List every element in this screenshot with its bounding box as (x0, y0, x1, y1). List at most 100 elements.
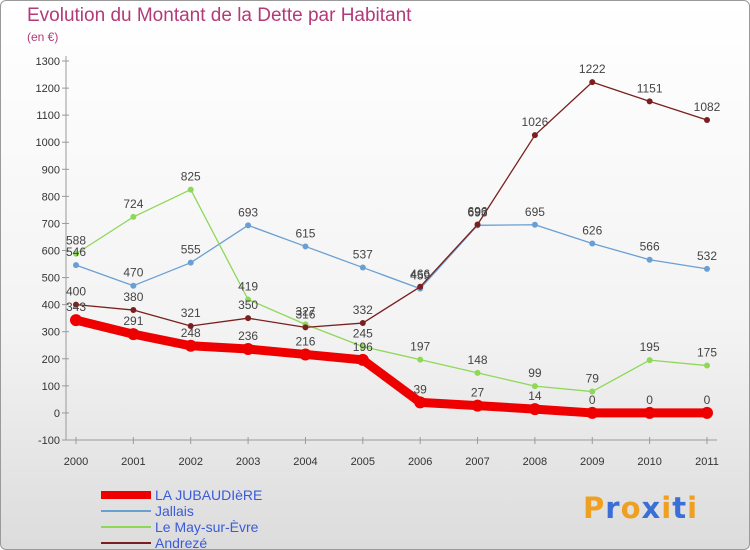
x-tick-label: 2007 (465, 456, 489, 468)
data-label: 197 (410, 340, 430, 354)
legend-item: Le May-sur-Èvre (101, 519, 361, 535)
data-point (130, 282, 137, 289)
x-tick-label: 2009 (580, 456, 604, 468)
proxiti-logo: Proxiti (583, 491, 698, 525)
data-label: 693 (238, 205, 258, 219)
data-point (474, 221, 481, 228)
legend-label: Andrezé (155, 535, 208, 550)
data-point (187, 323, 194, 330)
y-tick-label: 100 (42, 381, 60, 393)
logo-letter: P (583, 491, 606, 525)
data-point (704, 117, 710, 124)
chart-unit-label: (en €) (27, 30, 59, 44)
data-point (127, 328, 140, 341)
data-label: 466 (410, 267, 430, 281)
data-label: 566 (640, 240, 660, 254)
data-point (417, 283, 424, 290)
data-point (531, 221, 538, 228)
y-tick-label: 500 (42, 273, 60, 285)
legend-swatch (101, 491, 151, 499)
data-label: 695 (525, 205, 545, 219)
logo-letter: o (620, 491, 642, 525)
data-point (359, 264, 366, 271)
data-label: 1026 (522, 115, 549, 129)
logo-letter: i (687, 491, 699, 525)
data-point (417, 356, 424, 363)
x-tick-label: 2011 (695, 456, 719, 468)
data-point (589, 79, 596, 86)
data-point (184, 339, 197, 352)
data-label: 148 (468, 353, 488, 367)
data-point (471, 399, 484, 412)
data-label: 825 (181, 170, 201, 184)
x-tick-label: 2006 (408, 456, 432, 468)
data-point (245, 315, 252, 322)
data-label: 459 (410, 269, 430, 283)
data-label: 39 (414, 382, 428, 396)
legend-item: LA JUBAUDIèRE (101, 487, 361, 503)
data-label: 14 (528, 389, 542, 403)
data-point (73, 262, 79, 269)
data-label: 537 (353, 248, 373, 262)
data-label: 0 (646, 393, 653, 407)
data-point (302, 324, 309, 331)
legend-item: Andrezé (101, 535, 361, 550)
data-point (73, 301, 79, 308)
y-tick-label: 1100 (36, 110, 60, 122)
y-tick-label: 1000 (36, 137, 60, 149)
data-point (130, 307, 137, 314)
data-point (299, 348, 312, 361)
data-label: 1082 (694, 100, 721, 114)
data-point (531, 132, 538, 139)
data-label: 380 (123, 290, 143, 304)
data-label: 615 (295, 226, 315, 240)
logo-letter: t (672, 491, 688, 525)
y-tick-label: 800 (42, 191, 60, 203)
logo-letter: x (641, 491, 662, 525)
chart-title: Evolution du Montant de la Dette par Hab… (27, 5, 412, 26)
data-label: 245 (353, 327, 373, 341)
data-label: 626 (582, 223, 602, 237)
logo-letter: r (605, 491, 621, 525)
y-tick-label: 900 (42, 164, 60, 176)
data-label: 0 (704, 393, 711, 407)
x-tick-label: 2001 (121, 456, 145, 468)
data-label: 216 (295, 334, 315, 348)
x-tick-label: 2003 (236, 456, 260, 468)
data-point (586, 406, 599, 419)
legend-label: Le May-sur-Èvre (155, 519, 259, 535)
data-point (242, 343, 255, 356)
data-point (528, 403, 541, 416)
chart-legend: LA JUBAUDIèRE Jallais Le May-sur-Èvre Andre… (101, 487, 361, 550)
data-label: 400 (66, 285, 86, 299)
data-point (643, 406, 656, 419)
data-label: 79 (586, 372, 600, 386)
legend-label: LA JUBAUDIèRE (155, 487, 263, 503)
data-point (359, 320, 366, 327)
data-label: 419 (238, 279, 258, 293)
data-label: 693 (468, 205, 488, 219)
legend-swatch (101, 526, 151, 528)
legend-swatch (101, 510, 151, 512)
data-label: 555 (181, 243, 201, 257)
x-tick-label: 2005 (351, 456, 375, 468)
series-line-1 (71, 315, 712, 418)
data-point (414, 396, 427, 409)
y-tick-label: 1200 (36, 83, 60, 95)
data-label: 546 (66, 245, 86, 259)
data-point (646, 98, 653, 105)
data-label: 1151 (637, 81, 663, 95)
y-tick-label: 700 (42, 218, 60, 230)
data-point (704, 362, 710, 369)
data-label: 470 (123, 266, 143, 280)
data-label: 724 (123, 197, 143, 211)
data-label: 195 (640, 340, 660, 354)
y-tick-label: 0 (54, 408, 60, 420)
data-label: 27 (471, 386, 485, 400)
data-label: 1222 (579, 62, 606, 76)
data-label: 175 (697, 346, 717, 360)
logo-letter: i (661, 491, 673, 525)
x-tick-label: 2002 (178, 456, 202, 468)
